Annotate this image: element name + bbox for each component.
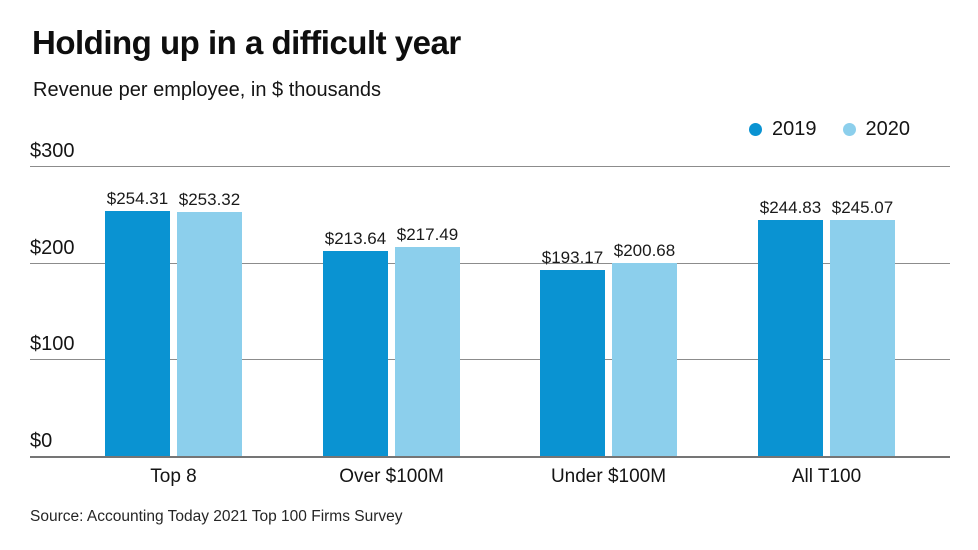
gridline-300 bbox=[30, 166, 950, 167]
bar-value-label-2019-over-100m: $213.64 bbox=[324, 228, 387, 248]
x-axis-line bbox=[30, 456, 950, 458]
y-axis-tick-label: $0 bbox=[30, 430, 53, 452]
x-axis-category-all-t100: All T100 bbox=[791, 466, 862, 487]
bar-2020-all-t100 bbox=[830, 220, 895, 457]
bar-value-label-2020-over-100m: $217.49 bbox=[396, 224, 459, 244]
chart-subtitle: Revenue per employee, in $ thousands bbox=[33, 79, 382, 101]
bar-value-label-2020-all-t100: $245.07 bbox=[831, 198, 894, 218]
bar-value-label-2020-top-8: $253.32 bbox=[178, 190, 241, 210]
legend-label-2020: 2020 bbox=[865, 118, 911, 140]
legend-dot-2020 bbox=[842, 123, 856, 136]
bar-2020-over-100m bbox=[395, 246, 460, 457]
source-note: Source: Accounting Today 2021 Top 100 Fi… bbox=[30, 508, 403, 525]
gridline-100 bbox=[30, 359, 950, 361]
x-axis-category-over-100m: Over $100M bbox=[339, 466, 444, 487]
bar-value-label-2019-top-8: $254.31 bbox=[106, 189, 169, 209]
x-axis-category-top-8: Top 8 bbox=[150, 466, 197, 487]
bar-value-label-2020-under-100m: $200.68 bbox=[613, 241, 676, 260]
legend-item-2020: 2020 bbox=[842, 118, 911, 141]
y-axis-tick-label: $100 bbox=[30, 333, 75, 356]
bar-2019-over-100m bbox=[323, 250, 388, 457]
legend-dot-2019 bbox=[749, 123, 762, 136]
bar-2019-top-8 bbox=[105, 211, 170, 457]
bar-2020-under-100m bbox=[612, 263, 677, 457]
legend-label-2019: 2019 bbox=[772, 118, 817, 140]
bar-2019-all-t100 bbox=[758, 220, 823, 457]
legend: 2019 2020 bbox=[749, 118, 910, 141]
y-axis-tick-label: $200 bbox=[30, 236, 75, 259]
gridline-200 bbox=[30, 262, 950, 264]
chart-title: Holding up in a difficult year bbox=[32, 24, 461, 61]
bar-value-label-2019-all-t100: $244.83 bbox=[759, 198, 822, 218]
x-axis-category-under-100m: Under $100M bbox=[550, 466, 667, 487]
bar-value-label-2019-under-100m: $193.17 bbox=[541, 248, 604, 268]
bar-2019-under-100m bbox=[540, 270, 605, 457]
legend-item-2019: 2019 bbox=[749, 118, 817, 141]
bar-2020-top-8 bbox=[177, 212, 242, 457]
y-axis-tick-label: $300 bbox=[30, 140, 75, 162]
